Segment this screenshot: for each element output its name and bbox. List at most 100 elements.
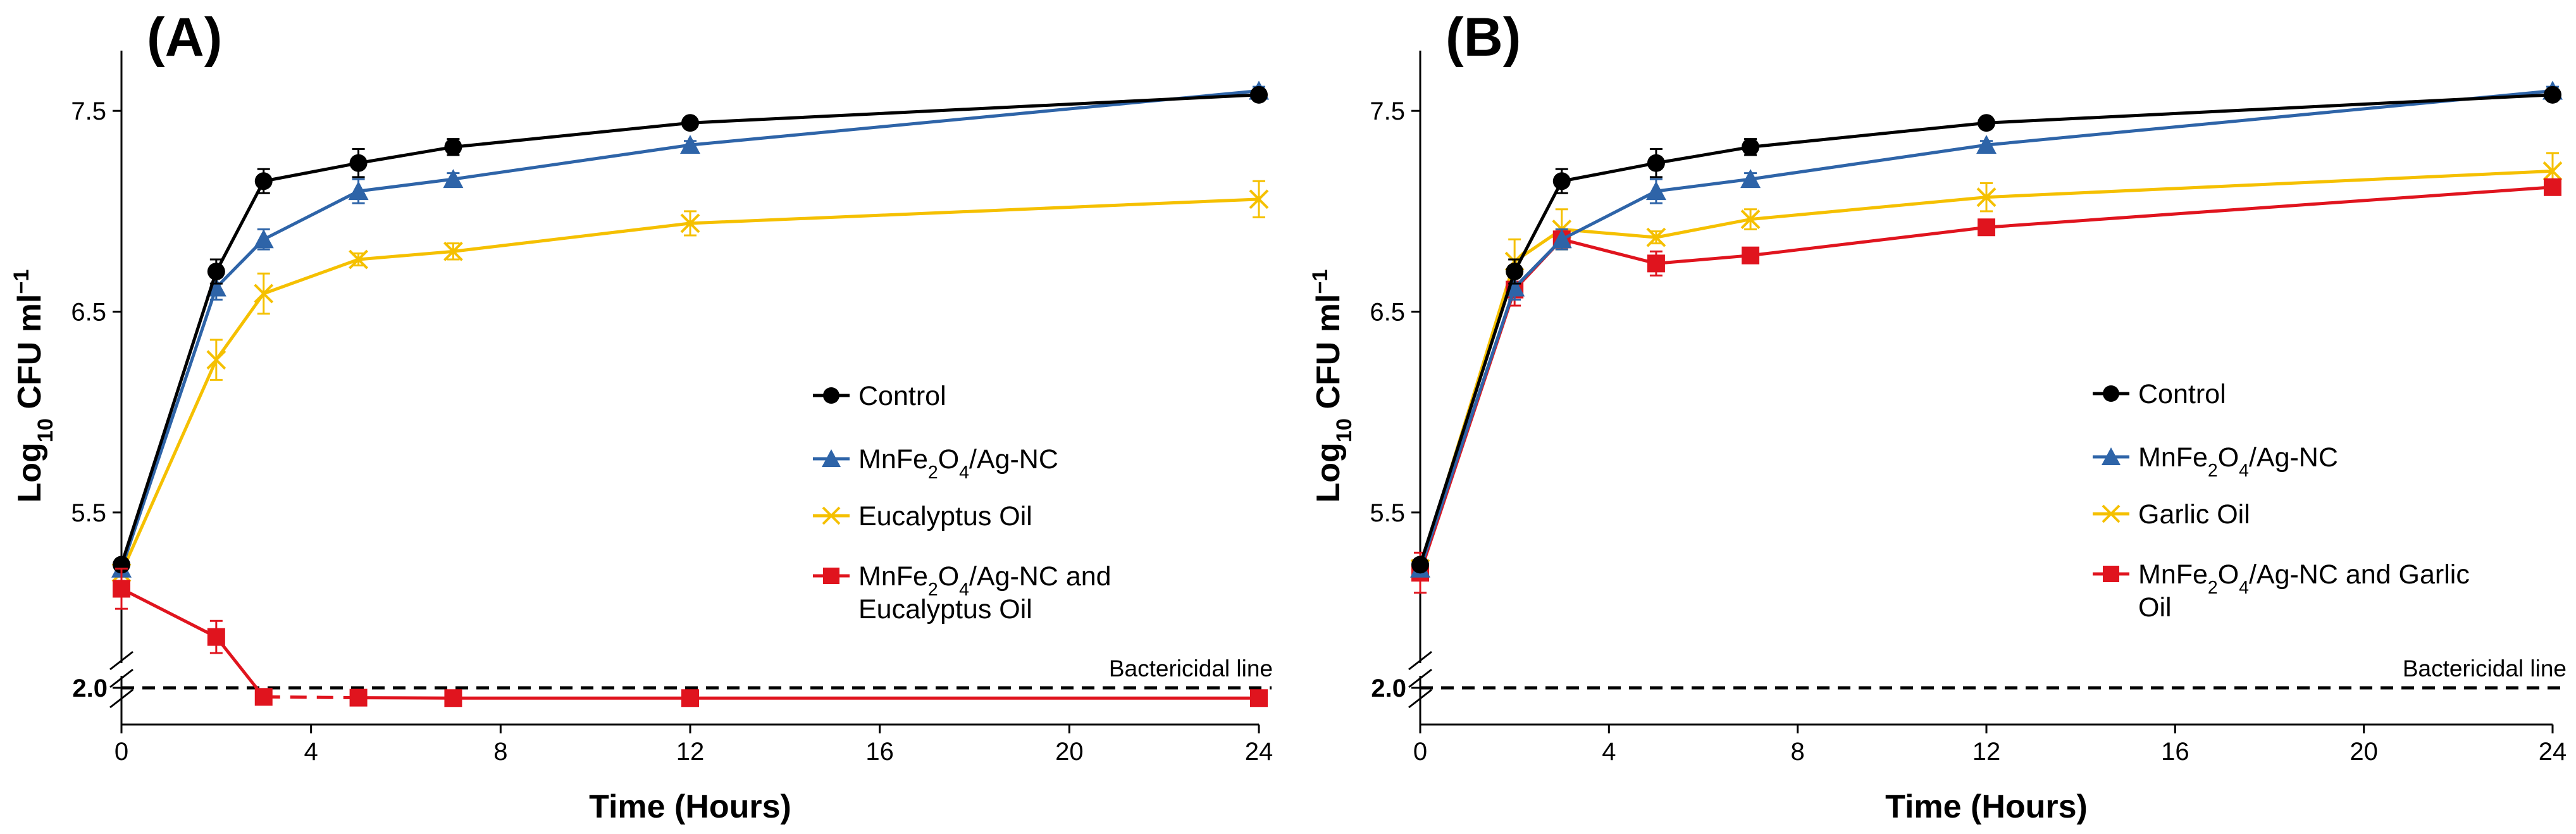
series-line-segment xyxy=(120,271,218,566)
panel-label: (A) xyxy=(147,7,222,68)
panel-label: (B) xyxy=(1446,7,1521,68)
data-point xyxy=(444,689,462,707)
data-point xyxy=(680,135,700,154)
legend-label-combo: MnFe2O4/Ag-NC and Garlic xyxy=(2138,559,2470,598)
data-point xyxy=(349,249,368,270)
data-point xyxy=(1976,135,1997,154)
data-point xyxy=(1551,229,1572,249)
data-point-stroke xyxy=(349,249,368,270)
bactericidal-line-label: Bactericidal line xyxy=(1109,656,1273,682)
series-line-segment xyxy=(263,161,359,183)
series-line-segment xyxy=(214,292,265,361)
axis-break-mark xyxy=(1408,650,1432,671)
series-line-segment xyxy=(1418,271,1516,566)
legend-label-oil: Eucalyptus Oil xyxy=(858,501,1032,532)
series-nc xyxy=(1410,80,2563,578)
data-point-stroke xyxy=(443,241,463,261)
data-point xyxy=(1250,689,1268,707)
data-point xyxy=(254,688,273,706)
series-line-segment xyxy=(214,636,265,698)
data-point xyxy=(207,263,225,281)
axis-break-mark xyxy=(109,650,133,671)
x-tick-label: 24 xyxy=(2539,738,2567,766)
y-axis-title: Log10 CFU ml−1 xyxy=(9,269,58,502)
data-point xyxy=(1647,154,1665,172)
series-line-segment xyxy=(1986,185,2553,229)
series-line-segment xyxy=(1986,169,2553,199)
data-point xyxy=(822,506,841,525)
x-axis-title: Time (Hours) xyxy=(589,788,791,825)
series-line-segment xyxy=(120,287,218,569)
series-line-segment xyxy=(263,189,359,241)
data-point xyxy=(2103,385,2119,402)
y-tick-label-break: 2.0 xyxy=(72,675,108,702)
series-line-segment xyxy=(453,121,691,149)
data-point-stroke xyxy=(1740,209,1761,229)
y-tick-label: 7.5 xyxy=(71,97,106,125)
series-line-segment xyxy=(1656,218,1751,239)
data-point xyxy=(348,181,369,201)
y-tick-label: 6.5 xyxy=(71,299,106,327)
series-line-segment xyxy=(690,93,1260,125)
chart-panel-b: (B) 5.5 6.5 7.5 2.0 0 4 8 12 16 20 24 Time (Hours) Lo… xyxy=(1308,7,2567,825)
bactericidal-line-label: Bactericidal line xyxy=(2403,656,2567,682)
series-oil xyxy=(111,180,1269,583)
axis-break-mark xyxy=(1408,668,1432,688)
series-line-segment xyxy=(358,177,454,193)
data-point xyxy=(1411,556,1429,574)
data-point xyxy=(822,449,841,467)
data-point-stroke xyxy=(206,350,226,370)
series-line-segment xyxy=(1750,196,1987,221)
series-line-segment xyxy=(358,249,454,261)
data-point xyxy=(1552,172,1571,190)
x-tick-label: 0 xyxy=(115,738,128,766)
x-tick-label: 8 xyxy=(493,738,507,766)
data-point xyxy=(1647,254,1665,273)
series-line-segment xyxy=(358,145,454,165)
data-point-stroke xyxy=(1646,227,1666,247)
data-point xyxy=(2544,178,2561,196)
y-tick-label: 5.5 xyxy=(1370,499,1405,527)
axis-break-mark xyxy=(1408,688,1432,709)
data-point xyxy=(443,241,463,261)
data-point xyxy=(254,283,274,304)
data-point xyxy=(349,154,368,172)
y-tick-label: 7.5 xyxy=(1370,97,1405,125)
data-point xyxy=(680,213,700,233)
data-point xyxy=(823,568,839,584)
x-tick-label: 24 xyxy=(1245,738,1273,766)
series-oil xyxy=(1410,152,2563,579)
data-point xyxy=(681,114,699,132)
x-tick-label: 0 xyxy=(1413,738,1427,766)
series-line-segment xyxy=(1750,121,1987,149)
legend-label-combo: MnFe2O4/Ag-NC and xyxy=(858,561,1112,600)
data-point xyxy=(1645,181,1666,201)
axis-break-mark xyxy=(109,688,133,709)
data-point-stroke xyxy=(254,283,274,304)
data-point-stroke xyxy=(680,213,700,233)
x-axis-title: Time (Hours) xyxy=(1885,788,2088,825)
series-line-segment xyxy=(1750,143,1987,181)
legend-label-nc: MnFe2O4/Ag-NC xyxy=(2138,442,2338,481)
legend-label-control: Control xyxy=(858,381,946,411)
legend: Control MnFe2O4/Ag-NC Eucalyptus Oil MnFe2O… xyxy=(813,381,1112,625)
y-tick-label: 6.5 xyxy=(1370,299,1405,327)
series-line-segment xyxy=(1561,161,1657,183)
x-tick-label: 16 xyxy=(865,738,894,766)
x-tick-label: 12 xyxy=(1972,738,2001,766)
legend-label-combo: Oil xyxy=(2138,592,2172,623)
series-combo xyxy=(1411,178,2561,594)
series-line-segment xyxy=(1513,180,1563,273)
series-line-segment xyxy=(1418,287,1516,569)
data-point xyxy=(1742,138,1760,156)
data-point-stroke xyxy=(2102,504,2121,523)
series-line-segment xyxy=(1656,177,1751,193)
data-point xyxy=(1978,114,1995,132)
x-tick-label: 12 xyxy=(676,738,705,766)
data-point xyxy=(1976,187,1997,208)
legend-label-oil: Garlic Oil xyxy=(2138,499,2250,530)
legend-label-nc: MnFe2O4/Ag-NC xyxy=(858,444,1058,483)
data-point xyxy=(2544,85,2561,104)
series-line-segment xyxy=(453,143,691,181)
data-point xyxy=(2542,161,2563,181)
